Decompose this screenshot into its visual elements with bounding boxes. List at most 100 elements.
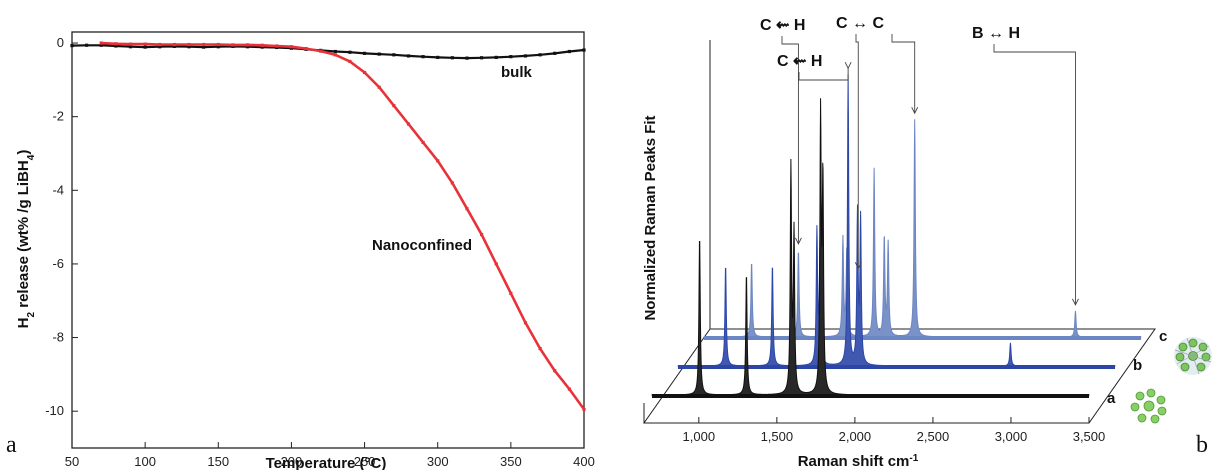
data-point — [465, 56, 469, 60]
annotation-arrowhead — [844, 62, 852, 70]
x-tick-label: 150 — [207, 454, 229, 469]
left-chart: 50 100 150 200 250 300 350 400 0 -2 -4 -6 -8 -10 Tem… — [6, 31, 595, 470]
data-point — [333, 53, 337, 57]
data-point — [362, 51, 367, 55]
annotation-symbol: ↔ — [988, 25, 1004, 42]
annotation-left: B — [972, 25, 988, 42]
data-point — [348, 50, 352, 54]
annotation-left: C — [836, 15, 852, 32]
annotation-pointer-line — [891, 34, 916, 114]
data-point — [158, 42, 162, 47]
data-point — [245, 45, 250, 49]
data-point — [114, 42, 118, 46]
baseline-b — [678, 365, 1115, 369]
annotation-c-h-2: C ⇜ H — [777, 53, 822, 70]
data-point — [509, 55, 513, 59]
data-point — [421, 55, 425, 59]
data-point — [553, 369, 557, 373]
y-tick-label: -10 — [45, 403, 64, 418]
right-series: cba — [651, 74, 1167, 407]
x-tick-label: 300 — [427, 454, 449, 469]
data-point — [304, 46, 308, 51]
annotation-pointer-line — [993, 44, 1076, 305]
y-title-mid: release (wt% /g LiBH — [15, 160, 32, 312]
panel-label-a: a — [6, 432, 17, 458]
x-tick-label: 200 — [281, 454, 303, 469]
data-point — [348, 59, 352, 64]
x-tick-label: 50 — [65, 454, 79, 469]
annotation-symbol: ⇜ — [776, 17, 789, 34]
molecule-icon-b — [1174, 337, 1212, 375]
molecule-icon-a — [1130, 388, 1167, 424]
x-tick-label: 350 — [500, 454, 522, 469]
x-tick-label: 3,500 — [1073, 429, 1106, 444]
annotation-right: H — [789, 17, 805, 34]
annotation-pointer-line — [781, 36, 799, 244]
data-point — [231, 43, 235, 47]
annotation-arrowhead — [854, 262, 862, 270]
data-point — [523, 54, 528, 58]
data-point — [494, 262, 498, 266]
annotation-b-h: B ↔ H — [972, 25, 1020, 42]
data-point — [275, 44, 279, 48]
annotation-c-h-1: C ⇜ H — [760, 17, 805, 34]
data-point — [421, 140, 425, 145]
data-point — [436, 159, 440, 163]
x-tick-label: 3,000 — [995, 429, 1028, 444]
data-point — [450, 181, 454, 185]
right-y-axis-title: Normalized Raman Peaks Fit — [642, 115, 659, 320]
x-tick-label: 400 — [573, 454, 595, 469]
left-series — [70, 41, 586, 411]
data-point — [187, 42, 191, 47]
data-point — [392, 104, 396, 108]
data-point — [362, 70, 367, 75]
right-x-title-main: Raman shift cm — [798, 453, 910, 470]
data-point — [260, 43, 264, 47]
left-x-axis-title: Temperature (°C) — [266, 455, 387, 470]
left-x-ticks: 50 100 150 200 250 300 350 400 — [65, 442, 595, 469]
y-title-sub4: 4 — [26, 154, 37, 160]
data-point — [480, 56, 484, 60]
right-x-title-sup: -1 — [909, 453, 918, 464]
data-point — [128, 45, 133, 49]
data-point — [172, 44, 176, 48]
baseline-a — [652, 394, 1089, 398]
right-x-ticks: 1,000 1,500 2,000 2,500 3,000 3,500 — [683, 417, 1106, 444]
annotation-left: C — [760, 17, 776, 34]
spectrum-b — [677, 74, 1116, 367]
floor-outline — [643, 328, 1156, 424]
bulk-series-label: bulk — [501, 64, 532, 81]
data-point — [406, 54, 411, 58]
x-tick-label: 250 — [354, 454, 376, 469]
annotation-arrowhead — [795, 237, 802, 245]
left-y-axis-title: H2 release (wt% /g LiBH4) — [15, 150, 37, 329]
annotation-right: H — [806, 53, 822, 70]
x-tick-label: 2,500 — [917, 429, 950, 444]
y-title-sub2: 2 — [26, 312, 37, 318]
spectrum-occluder — [678, 74, 1115, 366]
annotation-pointer-line — [798, 68, 849, 81]
data-point — [289, 45, 294, 49]
y-title-h: H — [15, 318, 32, 329]
bulk-line — [71, 44, 585, 60]
data-point — [406, 122, 411, 126]
data-point — [567, 387, 571, 391]
left-y-ticks: 0 -2 -4 -6 -8 -10 — [45, 35, 78, 418]
annotation-symbol: ⇜ — [793, 53, 806, 70]
data-point — [509, 291, 513, 295]
data-point — [85, 43, 89, 47]
y-tick-label: -2 — [52, 109, 64, 124]
data-point — [216, 42, 220, 47]
annotation-arrowhead — [1072, 298, 1079, 306]
annotation-symbol: ↔ — [852, 15, 868, 32]
annotation-right: C — [868, 15, 884, 32]
nanoconfined-line — [101, 41, 586, 411]
series-label-c: c — [1159, 328, 1167, 345]
data-point — [143, 45, 147, 49]
data-point — [538, 53, 542, 57]
y-tick-label: 0 — [57, 35, 64, 50]
data-point — [480, 232, 484, 237]
data-point — [202, 45, 206, 49]
data-point — [377, 52, 381, 56]
data-point — [553, 51, 557, 55]
